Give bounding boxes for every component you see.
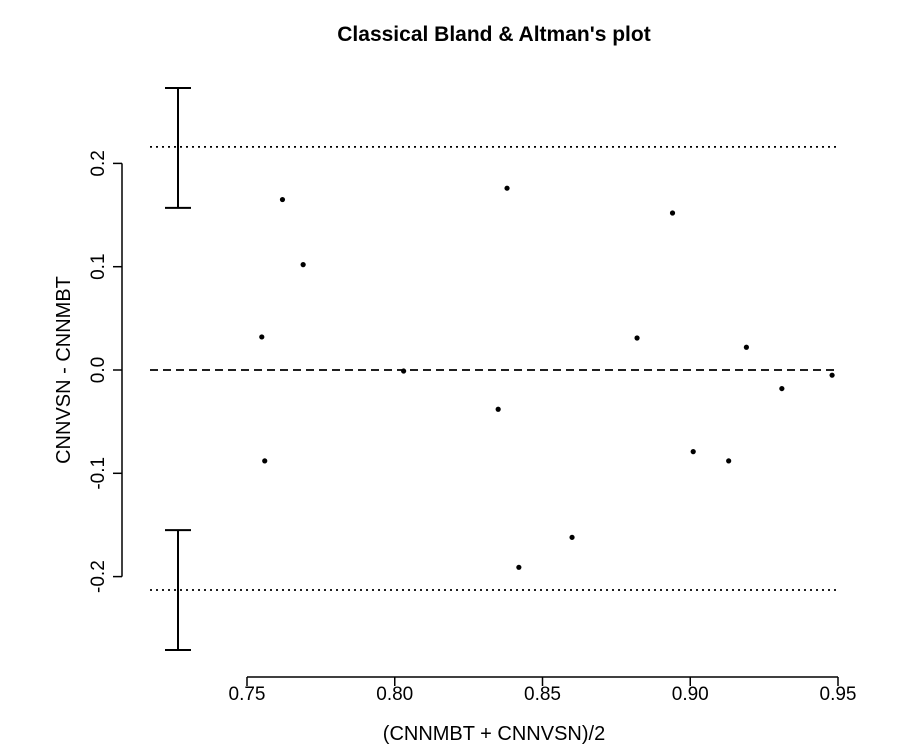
data-point	[401, 368, 407, 374]
y-tick-label: 0.0	[88, 357, 109, 383]
data-point	[262, 458, 268, 464]
chart-title: Classical Bland & Altman's plot	[337, 23, 650, 46]
y-axis-label: CNNVSN - CNNMBT	[53, 276, 75, 464]
data-point	[669, 210, 676, 216]
x-axis-label: (CNNMBT + CNNVSN)/2	[383, 723, 605, 745]
y-axis: -0.2 -0.1 0.0 0.1 0.2	[88, 150, 123, 593]
data-point	[504, 185, 510, 191]
confidence-interval-bars	[165, 86, 191, 651]
x-tick-label: 0.75	[229, 684, 266, 705]
data-point	[569, 534, 575, 540]
data-point	[690, 449, 696, 455]
data-point	[726, 458, 732, 464]
data-points	[259, 185, 835, 570]
reference-lines	[150, 145, 838, 591]
x-tick-label: 0.80	[376, 684, 413, 705]
data-point	[495, 406, 501, 412]
x-axis: 0.75 0.80 0.85 0.90 0.95	[229, 676, 857, 705]
y-tick-label: 0.1	[88, 253, 109, 279]
y-tick-label: -0.2	[88, 560, 109, 593]
x-tick-label: 0.90	[672, 684, 709, 705]
x-tick-label: 0.95	[820, 684, 857, 705]
data-point	[779, 385, 785, 392]
x-tick-label: 0.85	[524, 684, 561, 705]
data-point	[300, 262, 306, 268]
y-tick-label: 0.2	[88, 150, 109, 176]
data-point	[516, 564, 522, 570]
data-point	[743, 344, 749, 350]
data-point	[634, 335, 640, 341]
data-point	[259, 334, 265, 340]
data-point	[829, 372, 835, 378]
data-point	[279, 196, 286, 203]
y-tick-label: -0.1	[88, 457, 109, 490]
